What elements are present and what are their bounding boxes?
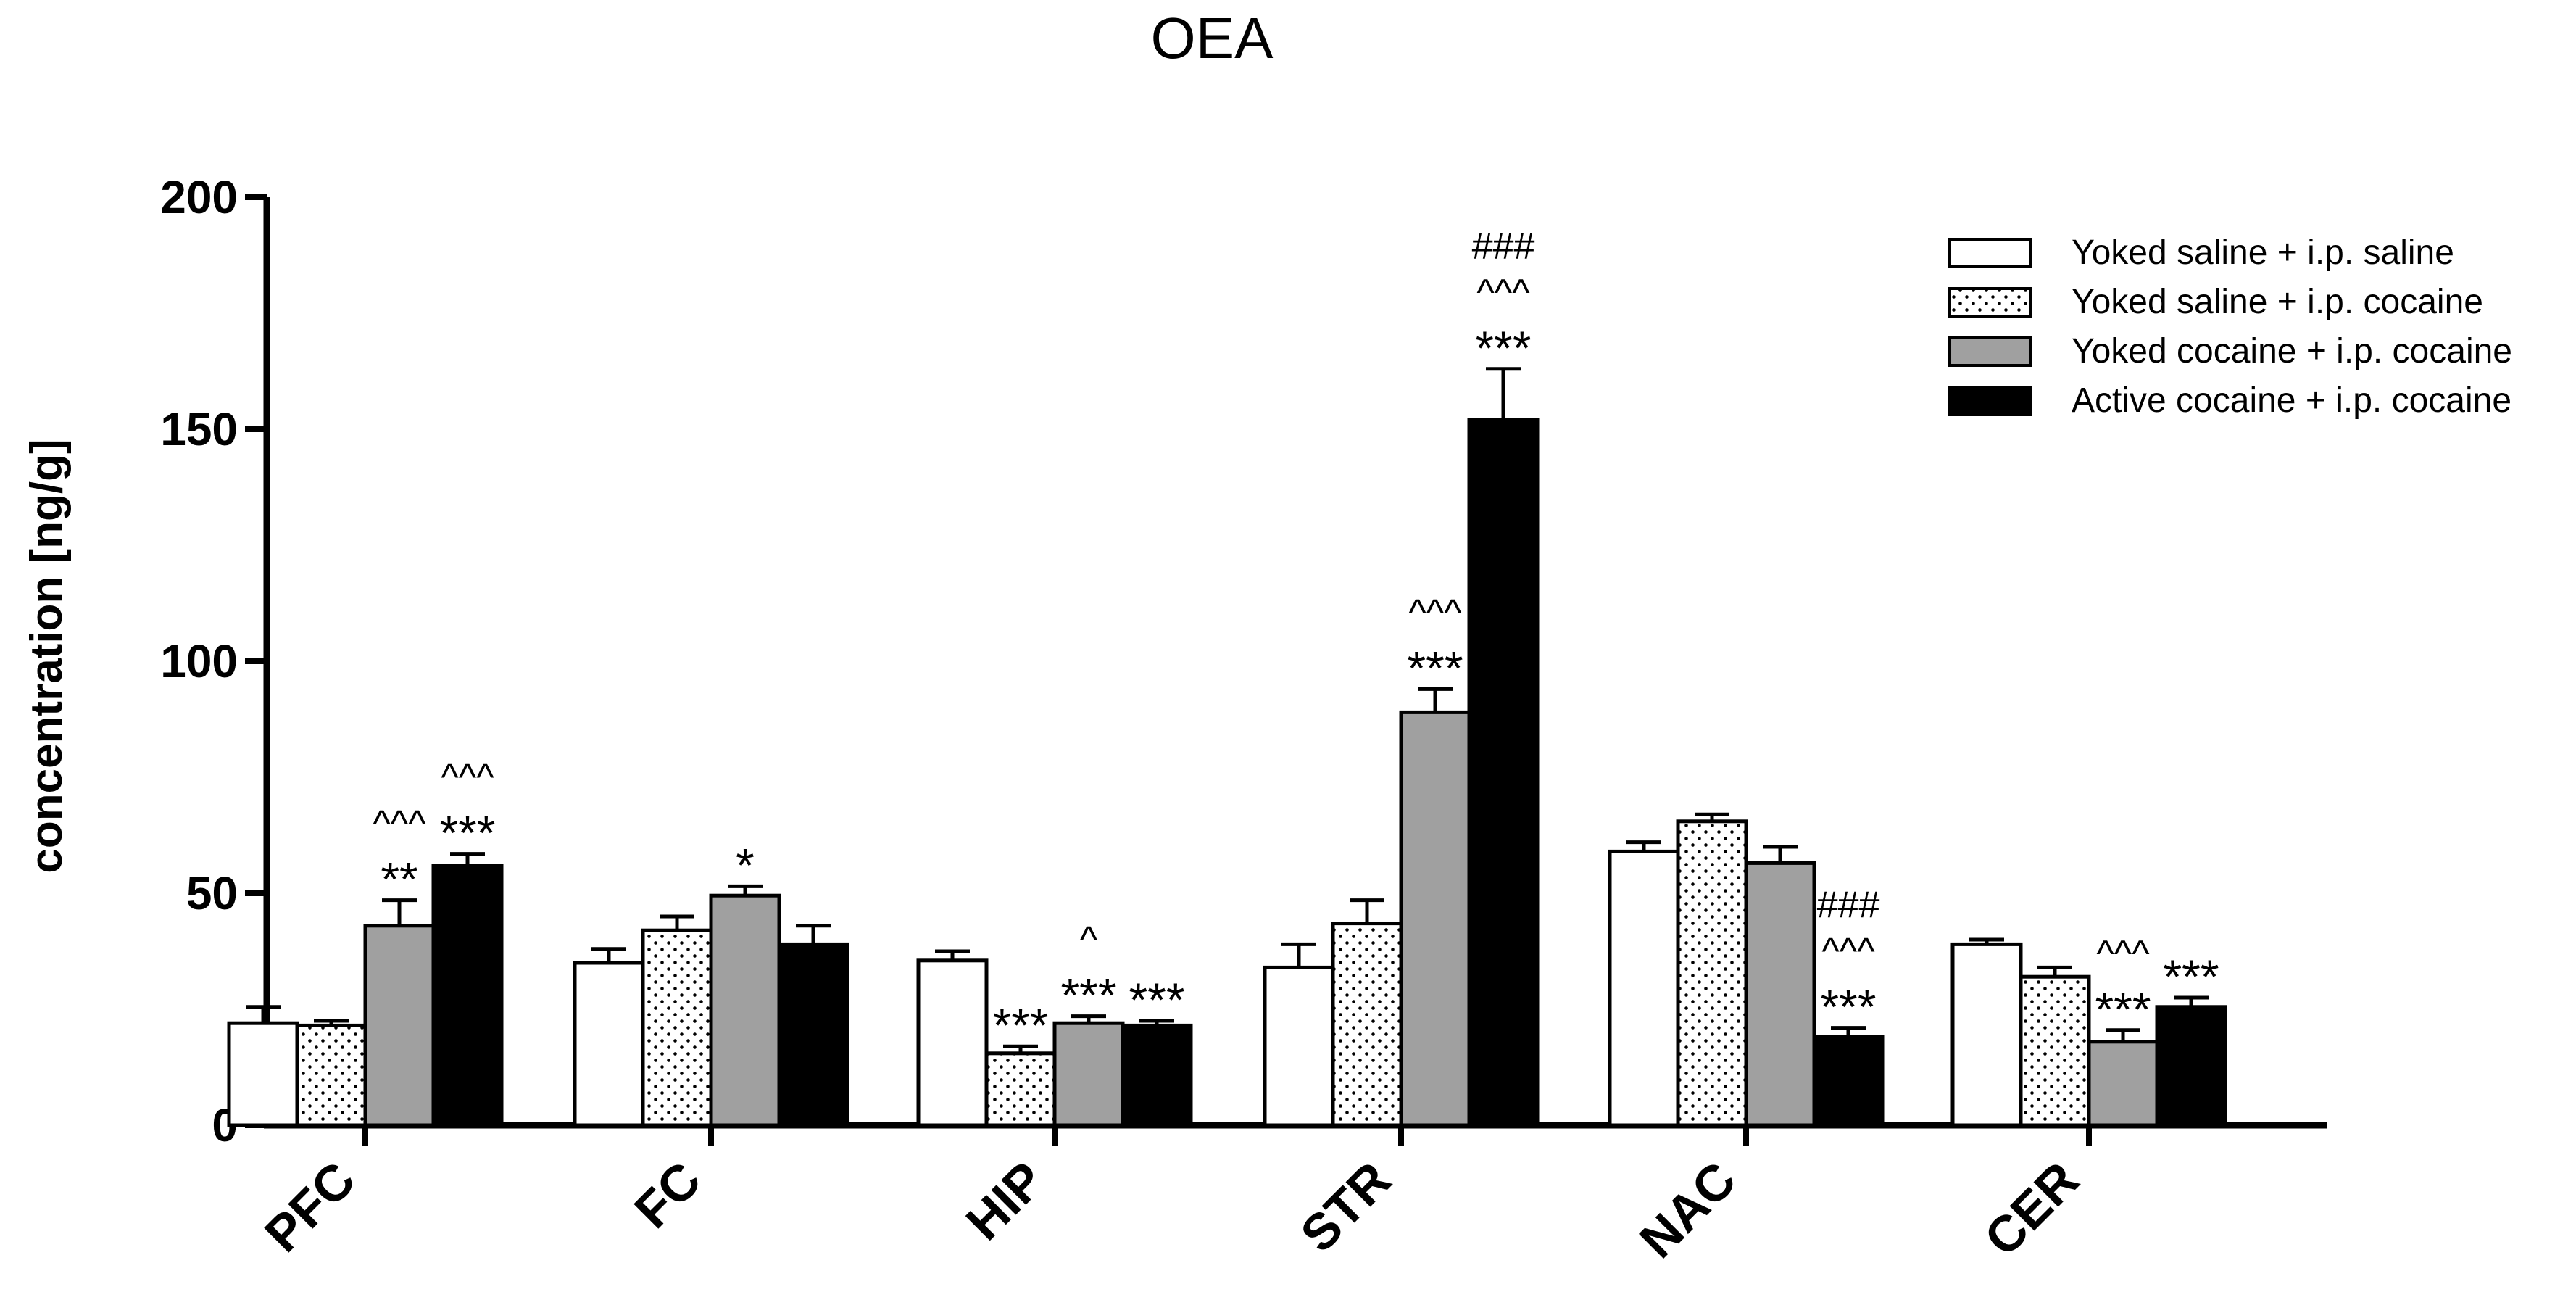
y-tick-label: 200 — [160, 171, 238, 223]
bar — [1052, 1021, 1125, 1127]
bar — [709, 893, 781, 1127]
bar — [1121, 1023, 1193, 1127]
bar — [1263, 965, 1335, 1127]
bar — [573, 961, 645, 1127]
significance-label: * — [736, 838, 755, 892]
bar — [2087, 1040, 2159, 1127]
significance-label: ### — [1817, 885, 1880, 927]
significance-label: *** — [992, 998, 1048, 1052]
chart-title: OEA — [1151, 6, 1274, 70]
bar — [1467, 418, 1540, 1127]
significance-label: *** — [439, 806, 495, 860]
bar — [1812, 1035, 1885, 1127]
legend-label: Yoked cocaine + i.p. cocaine — [2072, 332, 2512, 370]
y-axis-label: concentration [ng/g] — [22, 439, 72, 873]
legend-swatch — [1948, 336, 2032, 367]
y-tick-label: 50 — [186, 867, 238, 919]
significance-label: *** — [1129, 973, 1184, 1027]
bar — [1608, 849, 1680, 1127]
significance-annotations: **^^^ ***^^^*******^******^^^***^^^###***… — [373, 225, 2219, 1052]
bar — [1399, 710, 1471, 1127]
y-tick-label: 100 — [160, 635, 238, 687]
legend-swatch — [1948, 386, 2032, 416]
significance-label: *** — [2095, 982, 2151, 1036]
legend: Yoked saline + i.p. saline Yoked saline +… — [1948, 233, 2512, 420]
significance-label: ^^^ — [2096, 933, 2150, 975]
legend-label: Yoked saline + i.p. saline — [2072, 233, 2454, 272]
x-axis-labels: PFC FC HIP STR NAC CER — [254, 1151, 2089, 1268]
bars — [227, 367, 2227, 1127]
x-tick-label: HIP — [955, 1151, 1055, 1251]
y-tick-label: 150 — [160, 403, 238, 455]
significance-label: *** — [2163, 950, 2219, 1003]
significance-label: ^^^ — [1476, 272, 1530, 314]
bar — [984, 1051, 1057, 1127]
significance-label: ^ — [1080, 919, 1098, 961]
x-tick-label: CER — [1974, 1151, 2090, 1267]
significance-label: *** — [1060, 969, 1116, 1022]
bar — [1331, 922, 1403, 1127]
significance-label: *** — [1475, 321, 1531, 375]
x-tick-label: PFC — [254, 1151, 365, 1262]
bar — [1676, 819, 1748, 1127]
significance-label: ^^^ — [1408, 592, 1462, 634]
legend-label: Active cocaine + i.p. cocaine — [2072, 381, 2511, 420]
legend-swatch — [1948, 238, 2032, 268]
significance-label: *** — [1407, 641, 1463, 695]
significance-label: *** — [1820, 980, 1876, 1034]
significance-label: ### — [1472, 225, 1535, 268]
significance-label: ** — [381, 853, 417, 906]
bar — [363, 924, 436, 1127]
bar — [641, 928, 713, 1127]
bar — [431, 864, 504, 1127]
bar — [916, 958, 989, 1127]
x-tick-label: NAC — [1629, 1151, 1746, 1268]
significance-label: ^^^ — [373, 803, 426, 845]
bar — [777, 942, 849, 1127]
x-tick-label: STR — [1289, 1151, 1401, 1262]
bar — [1950, 942, 2023, 1127]
significance-label: ^^^ — [1821, 931, 1875, 973]
legend-label: Yoked saline + i.p. cocaine — [2072, 283, 2483, 321]
bar — [2019, 974, 2091, 1127]
bar — [1744, 861, 1816, 1127]
x-tick-label: FC — [623, 1151, 711, 1238]
significance-label: ^^^ — [441, 757, 494, 799]
bar — [295, 1023, 367, 1127]
bar — [2155, 1005, 2227, 1127]
legend-swatch — [1948, 287, 2032, 318]
bar — [227, 1021, 299, 1127]
